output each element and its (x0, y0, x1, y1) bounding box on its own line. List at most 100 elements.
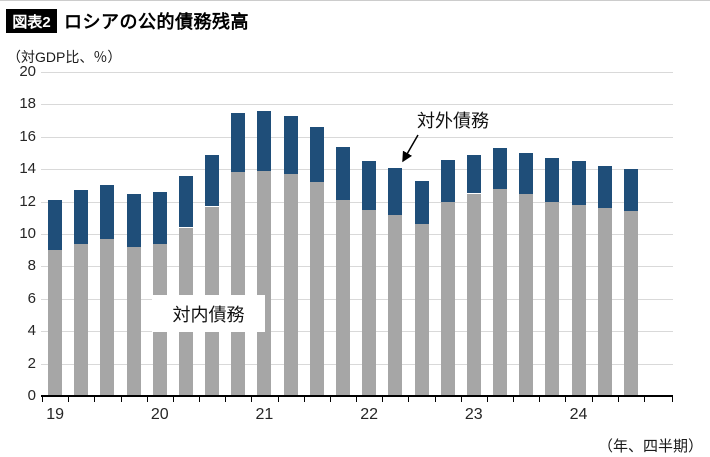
gridline (41, 72, 673, 73)
x-axis-tick (251, 397, 253, 402)
bar-segment-external (100, 185, 115, 239)
x-axis-tick (486, 397, 488, 402)
bar-segment-domestic (388, 214, 403, 396)
annotation-domestic-debt-label: 対内債務 (152, 295, 265, 332)
x-axis-tick (225, 397, 227, 402)
bar-segment-domestic (414, 224, 429, 396)
bar-segment-domestic (493, 188, 507, 396)
bar-segment-domestic (623, 211, 638, 396)
bar-segment-external (362, 161, 377, 210)
x-axis-tick (329, 397, 331, 402)
bar-segment-external (519, 153, 534, 194)
bar-segment-external (178, 175, 193, 228)
x-axis-line (41, 395, 673, 397)
bar-segment-external (493, 148, 507, 189)
bar-segment-domestic (231, 172, 246, 396)
y-axis-tick-label: 8 (27, 257, 36, 275)
bar-segment-external (126, 193, 141, 247)
gridline (41, 136, 673, 138)
x-axis-year-label: 20 (150, 406, 169, 423)
x-axis-tick (617, 397, 619, 402)
figure-number-tag: 図表2 (6, 9, 57, 33)
bar-segment-external (205, 154, 220, 207)
x-axis-tick (382, 397, 384, 402)
bar-segment-domestic (466, 193, 481, 396)
x-axis-tick (434, 397, 436, 402)
bar-segment-external (231, 112, 246, 173)
x-axis-year-label: 24 (569, 406, 588, 423)
x-axis-tick (643, 397, 645, 402)
figure-header: 図表2 ロシアの公的債務残高 (6, 8, 249, 34)
bar-segment-domestic (571, 204, 586, 396)
x-axis-year-label: 22 (360, 406, 378, 423)
x-axis-tick (42, 397, 43, 402)
x-axis-tick (591, 397, 593, 402)
bar-segment-domestic (519, 193, 534, 396)
bar-segment-domestic (257, 170, 272, 396)
bar-segment-external (257, 110, 272, 171)
gridline (41, 104, 673, 106)
x-axis-year-label: 23 (464, 406, 483, 423)
x-axis-tick (460, 397, 462, 402)
x-axis-tick (146, 397, 148, 402)
bar-segment-external (309, 127, 324, 183)
bar-segment-external (545, 157, 560, 202)
bar-segment-external (623, 169, 638, 212)
bar-segment-external (414, 180, 429, 225)
y-axis-tick-label: 16 (19, 127, 36, 145)
y-axis-tick-label: 2 (27, 354, 36, 372)
gridline (41, 266, 673, 268)
y-axis-tick-label: 12 (19, 192, 36, 210)
y-axis-tick-label: 10 (19, 225, 36, 242)
gridline (41, 201, 673, 203)
x-axis-tick (277, 397, 279, 402)
gridline (41, 331, 673, 333)
bar-segment-domestic (126, 247, 141, 396)
bar-segment-domestic (336, 200, 350, 396)
bar-segment-domestic (283, 174, 298, 396)
x-axis-year-label: 19 (46, 406, 64, 423)
gridline (41, 363, 673, 365)
y-axis-tick-label: 20 (19, 63, 36, 80)
x-axis-tick (199, 397, 200, 402)
x-axis-tick (303, 397, 305, 402)
top-divider (0, 0, 710, 1)
bar-segment-external (152, 191, 167, 244)
figure-title: ロシアの公的債務残高 (64, 12, 249, 32)
bar-segment-external (597, 166, 612, 209)
x-axis-tick (513, 397, 515, 402)
bar-segment-external (336, 146, 350, 200)
x-axis-tick (539, 397, 541, 402)
bar-segment-domestic (74, 243, 89, 396)
bar-segment-external (440, 159, 455, 202)
x-axis-tick (120, 397, 122, 402)
bar-segment-domestic (100, 238, 115, 396)
y-axis-tick-label: 6 (27, 289, 36, 307)
bar-segment-domestic (597, 208, 612, 396)
x-axis-tick (408, 397, 410, 402)
bar-segment-external (571, 161, 586, 205)
bar-segment-domestic (440, 201, 455, 396)
x-axis-end-tick (672, 397, 673, 402)
bar-segment-external (74, 190, 89, 244)
bar-segment-external (48, 200, 63, 251)
gridline (41, 169, 673, 171)
x-axis-tick (94, 397, 96, 402)
bar-segment-external (388, 167, 403, 215)
bar-segment-domestic (545, 201, 560, 396)
y-axis-tick-label: 14 (19, 160, 36, 178)
annotation-arrow-icon (402, 134, 419, 163)
annotation-external-debt-label: 対外債務 (417, 111, 489, 131)
gridline (41, 298, 673, 300)
x-axis-tick (172, 397, 174, 402)
bar-segment-domestic (309, 182, 324, 396)
y-axis-tick-label: 18 (19, 95, 36, 113)
bar-segment-external (466, 154, 481, 194)
gridline (41, 234, 673, 235)
bar-segment-domestic (48, 250, 63, 396)
bar-segment-domestic (362, 209, 377, 396)
x-axis-tick (68, 397, 70, 402)
x-axis-tick (565, 397, 567, 402)
